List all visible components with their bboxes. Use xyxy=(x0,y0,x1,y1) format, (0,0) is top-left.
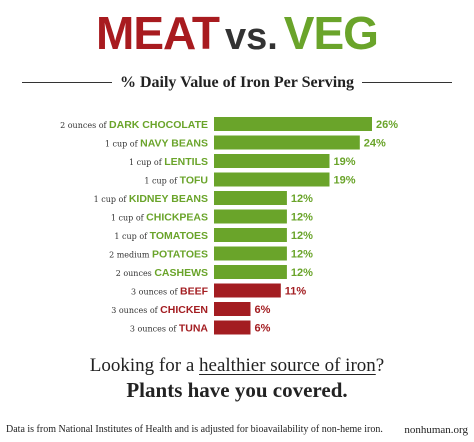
footer-note: Data is from National Institutes of Heal… xyxy=(6,424,383,435)
category-qty: 1 cup of xyxy=(114,232,149,241)
bar-veg xyxy=(214,172,330,187)
category-qty: 1 cup of xyxy=(94,195,129,204)
category-food: BEEF xyxy=(180,286,209,298)
category-food: CHICKPEAS xyxy=(146,212,208,224)
category-food: KIDNEY BEANS xyxy=(129,193,208,205)
bar-veg xyxy=(214,246,287,261)
category-label: 2 ounces CASHEWS xyxy=(116,267,208,279)
subtitle-container: % Daily Value of Iron Per Serving xyxy=(0,74,474,92)
category-qty: 2 ounces xyxy=(116,269,155,278)
chart-subtitle: % Daily Value of Iron Per Serving xyxy=(111,74,363,91)
category-label: 1 cup of LENTILS xyxy=(129,156,208,168)
footer-site: nonhuman.org xyxy=(404,424,468,436)
value-label: 24% xyxy=(364,138,386,150)
tagline-question: Looking for a healthier source of iron? xyxy=(0,355,474,377)
category-label: 2 ounces of DARK CHOCOLATE xyxy=(60,119,208,131)
value-label: 12% xyxy=(291,267,313,279)
tagline-post: ? xyxy=(375,355,385,376)
bar-chart: 2 ounces of DARK CHOCOLATE 26% 1 cup of NA… xyxy=(60,117,398,335)
value-label: 26% xyxy=(376,119,398,131)
title-meat: MEAT xyxy=(96,7,220,59)
category-food: POTATOES xyxy=(152,249,208,261)
bar-meat xyxy=(214,320,251,335)
tagline-highlight: healthier source of iron xyxy=(199,355,376,376)
tagline-answer: Plants have you covered. xyxy=(126,378,348,402)
category-food: NAVY BEANS xyxy=(140,138,208,150)
category-qty: 1 cup of xyxy=(129,158,164,167)
value-label: 6% xyxy=(255,323,271,335)
category-label: 2 medium POTATOES xyxy=(109,249,208,261)
tagline-pre: Looking for a xyxy=(89,355,200,376)
category-qty: 3 ounces of xyxy=(130,325,179,334)
value-label: 12% xyxy=(291,212,313,224)
category-qty: 1 cup of xyxy=(105,140,140,149)
title-veg: VEG xyxy=(283,7,379,59)
title-vs: vs. xyxy=(224,16,278,58)
category-food: CHICKEN xyxy=(160,304,208,316)
value-label: 12% xyxy=(291,230,313,242)
value-label: 6% xyxy=(255,304,271,316)
bar-veg xyxy=(214,135,360,150)
category-label: 3 ounces of CHICKEN xyxy=(111,304,208,316)
category-label: 3 ounces of BEEF xyxy=(131,286,209,298)
category-label: 1 cup of CHICKPEAS xyxy=(111,212,208,224)
category-qty: 1 cup of xyxy=(111,214,146,223)
value-label: 19% xyxy=(334,156,356,168)
value-label: 19% xyxy=(334,175,356,187)
bar-meat xyxy=(214,283,281,298)
bar-veg xyxy=(214,265,287,279)
bar-veg xyxy=(214,154,330,168)
category-label: 3 ounces of TUNA xyxy=(130,323,209,335)
category-food: TOMATOES xyxy=(150,230,208,242)
footer: Data is from National Institutes of Heal… xyxy=(6,424,468,436)
category-food: TOFU xyxy=(180,175,208,187)
bar-veg xyxy=(214,228,287,242)
category-food: TUNA xyxy=(179,323,209,335)
value-label: 12% xyxy=(291,249,313,261)
value-label: 12% xyxy=(291,193,313,205)
category-label: 1 cup of TOFU xyxy=(144,175,208,187)
category-food: LENTILS xyxy=(164,156,208,168)
category-qty: 2 ounces of xyxy=(60,121,109,130)
bar-meat xyxy=(214,302,251,316)
category-label: 1 cup of KIDNEY BEANS xyxy=(94,193,208,205)
chart-title: MEAT vs. VEG xyxy=(0,10,474,56)
bar-veg xyxy=(214,191,287,205)
category-qty: 1 cup of xyxy=(144,177,179,186)
bar-veg xyxy=(214,209,287,224)
category-qty: 2 medium xyxy=(109,251,152,260)
category-food: DARK CHOCOLATE xyxy=(109,119,208,131)
category-label: 1 cup of NAVY BEANS xyxy=(105,138,208,150)
subtitle-block: % Daily Value of Iron Per Serving xyxy=(0,68,474,98)
bar-veg xyxy=(214,117,372,131)
value-label: 11% xyxy=(285,286,307,298)
category-label: 1 cup of TOMATOES xyxy=(114,230,208,242)
category-qty: 3 ounces of xyxy=(111,306,160,315)
category-qty: 3 ounces of xyxy=(131,288,180,297)
category-food: CASHEWS xyxy=(154,267,208,279)
